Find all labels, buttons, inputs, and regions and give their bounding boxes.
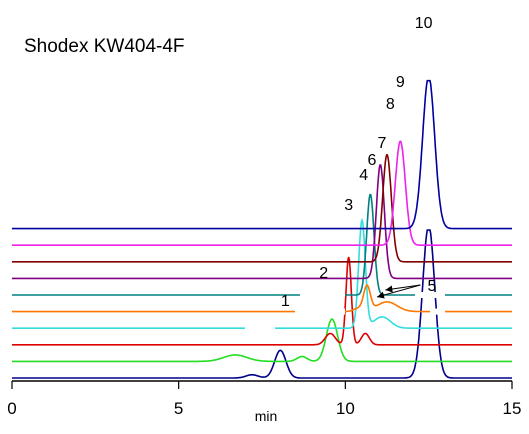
peak-label-8: 8 [386,96,395,113]
peak-label-6: 6 [368,152,377,169]
series-line-3 [12,256,512,346]
series-line-2 [12,318,512,363]
x-axis-ticks: 0 5 10 15 [7,381,521,418]
chart-title: Shodex KW404-4F [24,36,185,57]
traces-group [12,79,512,379]
x-tick-label-2: 5 [174,399,183,418]
x-axis-label: min [255,408,278,424]
x-tick-label-3: 10 [336,399,355,418]
series-line-9 [12,140,512,246]
series-line-10 [12,79,512,230]
series-line-5 [12,284,512,313]
series-line-1 [12,229,512,379]
series-line-7 [12,164,512,280]
arrow-head-1 [377,291,385,299]
label-gap-5 [415,292,445,298]
x-tick-label-4: 15 [503,399,522,418]
peak-arrows [376,284,421,299]
arrow-head-2 [385,285,393,293]
series-line-8 [12,154,512,263]
label-gaps [245,292,445,332]
label-gap-2 [295,308,345,315]
peak-label-5: 5 [428,278,437,295]
peak-label-7: 7 [378,135,387,152]
arrow-line-1 [376,284,421,298]
peak-label-10: 10 [415,15,433,32]
label-gap-1 [245,325,275,332]
label-gap-3 [300,292,345,298]
peak-label-3: 3 [344,197,353,214]
peak-label-9: 9 [396,74,405,91]
peak-label-2: 2 [319,265,328,282]
label-gap-4 [430,308,445,315]
peak-labels: 1 2 34 5 67 89 10 [281,15,437,310]
x-tick-label-1: 0 [7,399,16,418]
peak-label-1: 1 [281,293,290,310]
peak-label-4: 4 [359,167,368,184]
